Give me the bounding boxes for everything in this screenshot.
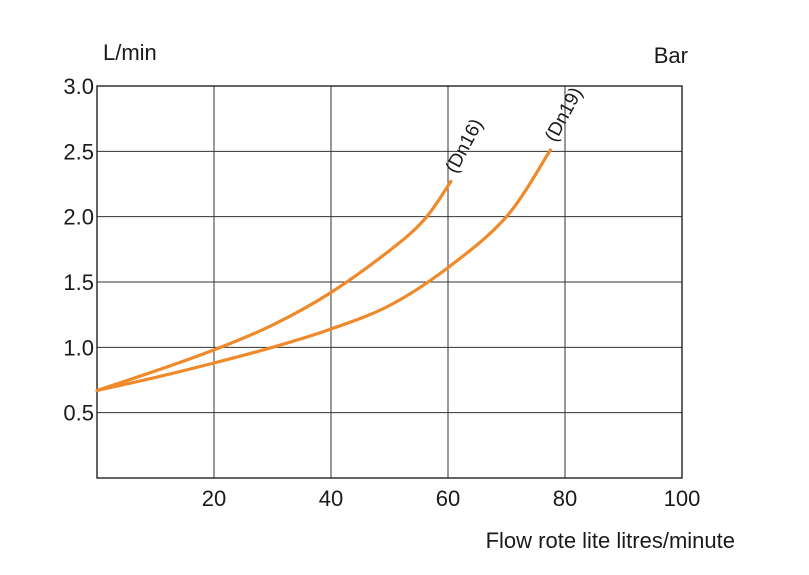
x-tick-label: 80 <box>553 486 577 511</box>
x-tick-label: 20 <box>202 486 226 511</box>
series-line-2 <box>95 148 552 393</box>
series-label-2: (Dn19) <box>541 84 587 145</box>
x-tick-label: 40 <box>319 486 343 511</box>
x-tick-labels: 20 40 60 80 100 <box>202 486 701 511</box>
grid <box>97 86 682 478</box>
y-unit-label: L/min <box>103 40 157 65</box>
y-tick-label: 0.5 <box>63 401 94 426</box>
series-line-1 <box>95 179 453 393</box>
y-tick-label: 2.5 <box>63 139 94 164</box>
y-tick-label: 2.0 <box>63 205 94 230</box>
x-axis-title: Flow rote lite litres/minute <box>486 528 735 553</box>
y-tick-labels: 0.5 1.0 1.5 2.0 2.5 3.0 <box>63 74 94 426</box>
y-tick-label: 3.0 <box>63 74 94 99</box>
plot-frame <box>96 85 683 479</box>
x-tick-label: 100 <box>664 486 701 511</box>
y-tick-label: 1.5 <box>63 270 94 295</box>
y-tick-label: 1.0 <box>63 335 94 360</box>
x-tick-label: 60 <box>436 486 460 511</box>
series-lines <box>95 148 552 393</box>
right-unit-label: Bar <box>654 43 688 68</box>
series-label-1: (Dn16) <box>442 116 488 177</box>
